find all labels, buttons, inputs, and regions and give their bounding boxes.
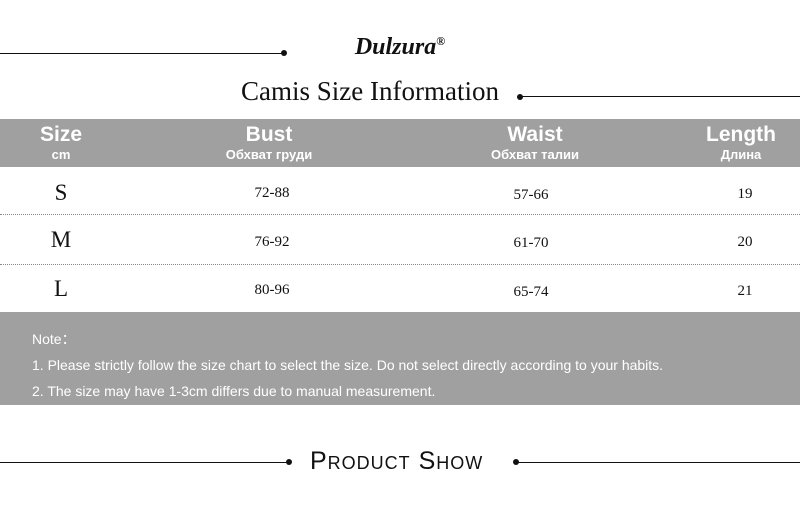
- header-size: Size cm: [39, 123, 83, 162]
- header-bust: Bust Обхват груди: [225, 123, 313, 162]
- header-waist: Waist Обхват талии: [491, 123, 579, 162]
- size-cell: L: [53, 276, 69, 301]
- waist-cell: 61-70: [513, 235, 549, 251]
- row-separator: [0, 264, 800, 265]
- header-length: Length Длина: [706, 123, 776, 162]
- size-cell: M: [50, 227, 72, 252]
- note-box: Note： 1. Please strictly follow the size…: [0, 312, 800, 405]
- length-cell: 19: [737, 186, 753, 202]
- divider-line: [516, 462, 800, 463]
- bust-cell: 72-88: [254, 185, 290, 201]
- size-cell: S: [54, 180, 68, 205]
- length-cell: 21: [737, 283, 753, 299]
- bust-cell: 76-92: [254, 234, 290, 250]
- divider-line: [0, 53, 284, 54]
- section-title: Product Show: [310, 447, 484, 475]
- page-title: Camis Size Information: [241, 76, 499, 106]
- divider-dot: [517, 94, 523, 100]
- length-cell: 20: [737, 234, 753, 250]
- waist-cell: 65-74: [513, 284, 549, 300]
- bust-cell: 80-96: [254, 282, 290, 298]
- waist-cell: 57-66: [513, 187, 549, 203]
- note-line: 1. Please strictly follow the size chart…: [32, 357, 664, 373]
- note-label: Note：: [32, 331, 76, 347]
- divider-line: [520, 96, 800, 97]
- table-header: Size cm Bust Обхват груди Waist Обхват тали…: [0, 119, 800, 167]
- brand-logo: Dulzura®: [354, 34, 446, 60]
- divider-line: [0, 462, 287, 463]
- divider-dot: [281, 50, 287, 56]
- note-line: 2. The size may have 1-3cm differs due t…: [32, 383, 436, 399]
- row-separator: [0, 214, 800, 215]
- divider-dot: [286, 459, 292, 465]
